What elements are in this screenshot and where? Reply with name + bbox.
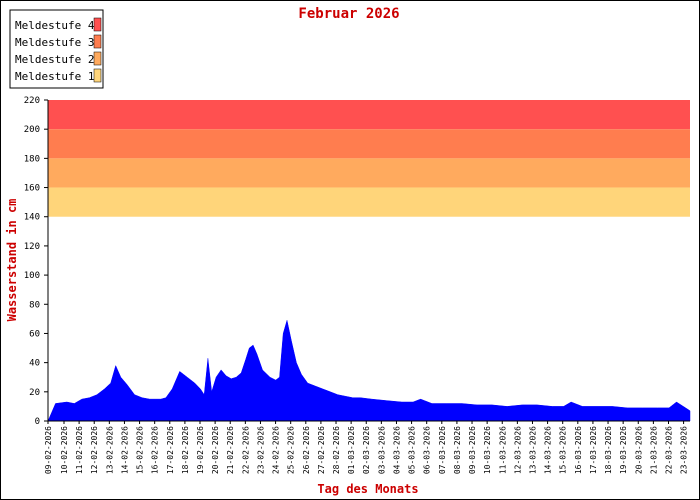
warning-band-2: [48, 158, 690, 188]
x-tick-label: 04-03-2026: [393, 426, 402, 474]
x-tick-label: 21-03-2026: [649, 426, 658, 474]
x-tick-label: 07-03-2026: [438, 426, 447, 474]
x-tick-label: 25-02-2026: [287, 426, 296, 474]
y-tick-label: 220: [24, 96, 40, 106]
water-level-area: [47, 320, 691, 422]
x-tick-label: 23-02-2026: [257, 426, 266, 474]
y-tick-label: 40: [29, 359, 40, 369]
x-tick-label: 19-02-2026: [196, 426, 205, 474]
chart-title: Februar 2026: [298, 6, 399, 22]
legend-label: Meldestufe 3: [15, 36, 94, 49]
y-tick-label: 60: [29, 329, 40, 339]
x-tick-label: 21-02-2026: [226, 426, 235, 474]
legend-swatch: [93, 17, 102, 32]
legend: Meldestufe 4 Meldestufe 3 Meldestufe 2 Meld…: [9, 9, 104, 89]
x-tick-label: 27-02-2026: [317, 426, 326, 474]
y-tick-label: 200: [24, 125, 40, 135]
x-tick-label: 22-02-2026: [241, 426, 250, 474]
x-tick-label: 16-03-2026: [574, 426, 583, 474]
y-tick-label: 100: [24, 271, 40, 281]
y-tick-label: 160: [24, 184, 40, 194]
x-tick-label: 15-02-2026: [136, 426, 145, 474]
x-tick-label: 15-03-2026: [559, 426, 568, 474]
x-tick-label: 09-03-2026: [468, 426, 477, 474]
x-tick-label: 08-03-2026: [453, 426, 462, 474]
warning-bands: [48, 100, 690, 217]
x-tick-label: 16-02-2026: [151, 426, 160, 474]
y-tick-label: 180: [24, 154, 40, 164]
legend-swatch: [93, 68, 102, 83]
x-tick-label: 11-03-2026: [498, 426, 507, 474]
axes: 0 20 40 60 80 100 120 140 160 180 200 220 09-02-2026…: [24, 96, 690, 474]
x-tick-label: 22-03-2026: [665, 426, 674, 474]
x-tick-label: 13-03-2026: [529, 426, 538, 474]
warning-band-3: [48, 129, 690, 159]
x-tick-label: 10-03-2026: [483, 426, 492, 474]
x-tick-label: 14-02-2026: [120, 426, 129, 474]
x-tick-label: 18-02-2026: [181, 426, 190, 474]
legend-label: Meldestufe 4: [15, 19, 95, 32]
x-tick-label: 17-02-2026: [166, 426, 175, 474]
x-start-label: 09-02-2026: [44, 426, 53, 474]
legend-label: Meldestufe 2: [15, 53, 94, 66]
x-tick-label: 17-03-2026: [589, 426, 598, 474]
series-layer: [47, 320, 691, 422]
y-axis-label: Wasserstand in cm: [5, 199, 19, 322]
x-tick-label: 01-03-2026: [347, 426, 356, 474]
y-tick-label: 120: [24, 242, 40, 252]
x-tick-label: 12-02-2026: [90, 426, 99, 474]
x-tick-label: 05-03-2026: [408, 426, 417, 474]
y-tick-label: 20: [29, 388, 40, 398]
x-tick-label: 14-03-2026: [544, 426, 553, 474]
legend-swatch: [93, 51, 102, 66]
x-tick-label: 02-03-2026: [362, 426, 371, 474]
legend-label: Meldestufe 1: [15, 70, 94, 83]
y-tick-label: 80: [29, 300, 40, 310]
warning-band-4: [48, 100, 690, 130]
x-tick-label: 13-02-2026: [105, 426, 114, 474]
x-tick-label: 26-02-2026: [302, 426, 311, 474]
x-tick-label: 19-03-2026: [619, 426, 628, 474]
x-tick-label: 10-02-2026: [60, 426, 69, 474]
x-tick-label: 24-02-2026: [272, 426, 281, 474]
warning-band-1: [48, 187, 690, 217]
x-tick-label: 11-02-2026: [75, 426, 84, 474]
x-tick-label: 28-02-2026: [332, 426, 341, 474]
x-axis-label: Tag des Monats: [317, 482, 418, 496]
x-tick-label: 20-02-2026: [211, 426, 220, 474]
x-tick-label: 03-03-2026: [377, 426, 386, 474]
y-tick-label: 0: [35, 417, 40, 427]
y-tick-label: 140: [24, 213, 40, 223]
x-tick-label: 23-03-2026: [680, 426, 689, 474]
x-tick-label: 12-03-2026: [513, 426, 522, 474]
legend-swatch: [93, 34, 102, 49]
x-tick-label: 06-03-2026: [423, 426, 432, 474]
legend-box: [9, 9, 104, 89]
x-tick-label: 20-03-2026: [634, 426, 643, 474]
x-tick-label: 18-03-2026: [604, 426, 613, 474]
